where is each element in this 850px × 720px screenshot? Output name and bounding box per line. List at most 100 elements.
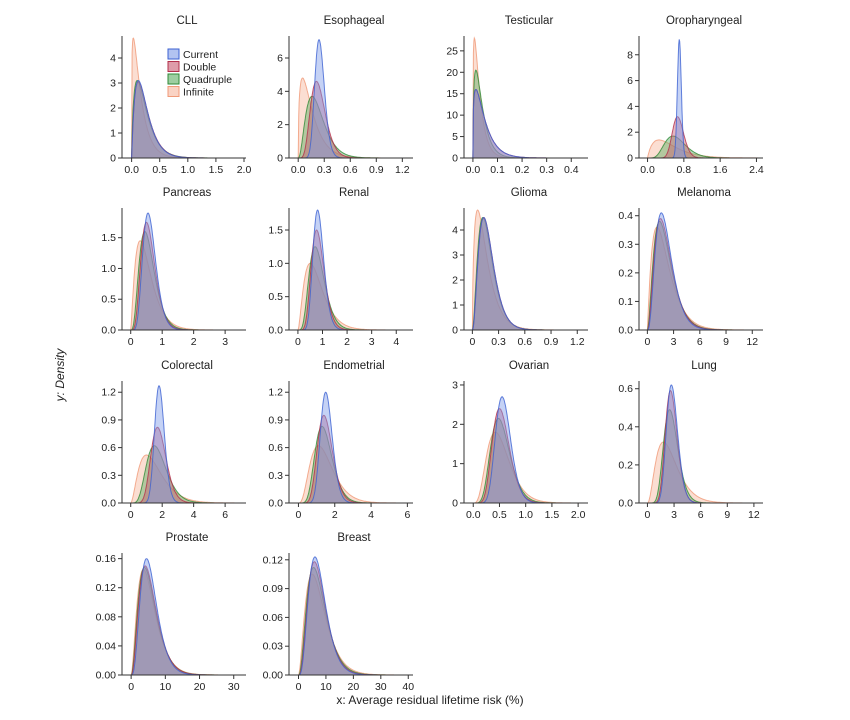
legend-label-current: Current — [183, 49, 218, 61]
y-tick-label: 0.0 — [101, 325, 116, 337]
y-tick-label: 8 — [627, 49, 633, 61]
x-axis-label: x: Average residual lifetime risk (%) — [336, 693, 523, 707]
y-tick-label: 0.2 — [618, 267, 633, 279]
panel-cll: CLL 0.0 0.5 1.0 1.5 2.0 0 1 2 3 4 — [110, 15, 251, 176]
legend-swatch-double — [167, 61, 180, 72]
x-tick-label: 2.4 — [749, 164, 764, 176]
y-tick-label: 0.0 — [618, 325, 633, 337]
x-tick-label: 6 — [404, 509, 410, 521]
density-quadruple — [647, 135, 761, 159]
x-tick-label: 12 — [746, 336, 758, 348]
y-tick-label: 0.4 — [618, 421, 633, 433]
panel-colorectal: Colorectal 0 2 4 6 0.0 0.3 0.6 0.9 1.2 — [101, 360, 246, 521]
y-axis-label: y: Density — [53, 348, 67, 403]
x-tick-label: 0.5 — [152, 164, 167, 176]
x-tick-label: 40 — [402, 681, 414, 693]
x-tick-label: 2.0 — [571, 509, 586, 521]
density-current — [647, 212, 761, 331]
y-tick-label: 0 — [452, 325, 458, 337]
y-tick-label: 10 — [446, 110, 458, 122]
y-tick-label: 0.0 — [268, 498, 283, 510]
x-tick-label: 0.0 — [640, 164, 655, 176]
x-tick-label: 10 — [320, 681, 332, 693]
legend-label-double: Double — [183, 62, 216, 74]
x-tick-label: 0.6 — [518, 336, 533, 348]
x-tick-label: 3 — [369, 336, 375, 348]
panel-melanoma: Melanoma 0 3 6 9 12 0.0 0.1 0.2 0.3 0.4 — [618, 187, 763, 348]
x-tick-label: 2 — [344, 336, 350, 348]
x-tick-label: 1 — [159, 336, 165, 348]
y-tick-label: 0.3 — [101, 470, 116, 482]
panel-title: Endometrial — [323, 360, 384, 372]
panel-testicular: Testicular 0.0 0.1 0.2 0.3 0.4 0 5 10 15 20 25 — [446, 15, 588, 176]
density-current — [298, 39, 411, 159]
panel-title: Ovarian — [509, 360, 549, 372]
y-tick-label: 0.16 — [96, 553, 117, 565]
panel-title: Lung — [691, 360, 717, 372]
x-tick-label: 10 — [159, 681, 171, 693]
legend-label-infinite: Infinite — [183, 87, 214, 99]
x-tick-label: 3 — [671, 509, 677, 521]
y-tick-label: 1.5 — [101, 232, 116, 244]
y-tick-label: 3 — [452, 250, 458, 262]
density-current — [130, 212, 244, 331]
y-tick-label: 0 — [110, 153, 116, 165]
x-tick-label: 0.9 — [369, 164, 384, 176]
x-tick-label: 0 — [295, 336, 301, 348]
panel-title: Testicular — [505, 15, 554, 27]
y-tick-label: 20 — [446, 67, 458, 79]
y-tick-label: 1 — [452, 300, 458, 312]
panel-breast: Breast 0 10 20 30 40 0.00 0.03 0.06 0.09 0.12 — [263, 532, 415, 693]
x-tick-label: 0.3 — [539, 164, 554, 176]
x-tick-label: 0 — [296, 509, 302, 521]
y-tick-label: 0.00 — [96, 670, 117, 682]
y-tick-label: 2 — [110, 103, 116, 115]
x-tick-label: 2 — [332, 509, 338, 521]
x-tick-label: 2 — [159, 509, 165, 521]
x-tick-label: 0.2 — [515, 164, 530, 176]
density-current — [472, 88, 586, 159]
x-tick-label: 0 — [296, 681, 302, 693]
x-tick-label: 1.0 — [518, 509, 533, 521]
y-tick-label: 0 — [452, 498, 458, 510]
x-tick-label: 0.0 — [291, 164, 306, 176]
x-tick-label: 0 — [128, 509, 134, 521]
x-tick-label: 1.5 — [209, 164, 224, 176]
x-tick-label: 6 — [697, 336, 703, 348]
y-tick-label: 2 — [277, 119, 283, 131]
y-tick-label: 1.5 — [268, 225, 283, 237]
y-tick-label: 0.00 — [263, 670, 284, 682]
x-tick-label: 6 — [222, 509, 228, 521]
x-tick-label: 4 — [393, 336, 399, 348]
x-tick-label: 0 — [644, 336, 650, 348]
panel-title: Renal — [339, 187, 369, 199]
legend-swatch-quadruple — [167, 73, 180, 85]
density-current — [647, 39, 761, 159]
panel-title: Melanoma — [677, 187, 731, 199]
panel-endometrial: Endometrial 0 2 4 6 0.0 0.3 0.6 0.9 1.2 — [268, 360, 413, 521]
panel-prostate: Prostate 0 10 20 30 0.00 0.04 0.08 0.12 0.16 — [96, 532, 246, 693]
y-tick-label: 6 — [277, 53, 283, 65]
y-tick-label: 0.6 — [268, 442, 283, 454]
y-tick-label: 3 — [452, 379, 458, 391]
x-tick-label: 1.5 — [545, 509, 560, 521]
density-current — [297, 209, 411, 331]
x-tick-label: 9 — [724, 509, 730, 521]
x-tick-label: 4 — [368, 509, 374, 521]
y-tick-label: 0.3 — [268, 470, 283, 482]
y-tick-label: 1.2 — [101, 387, 116, 399]
x-tick-label: 1 — [320, 336, 326, 348]
panel-renal: Renal 0 1 2 3 4 0.0 0.5 1.0 1.5 — [268, 187, 413, 348]
x-tick-label: 30 — [375, 681, 387, 693]
y-tick-label: 25 — [446, 45, 458, 57]
y-tick-label: 1.2 — [268, 387, 283, 399]
x-tick-label: 0.4 — [564, 164, 579, 176]
y-tick-label: 0.6 — [101, 442, 116, 454]
y-tick-label: 4 — [110, 53, 116, 65]
panel-title: Esophageal — [324, 15, 385, 27]
x-tick-label: 20 — [348, 681, 360, 693]
y-tick-label: 0.09 — [263, 583, 284, 595]
y-tick-label: 0.0 — [268, 325, 283, 337]
x-tick-label: 0.8 — [677, 164, 692, 176]
